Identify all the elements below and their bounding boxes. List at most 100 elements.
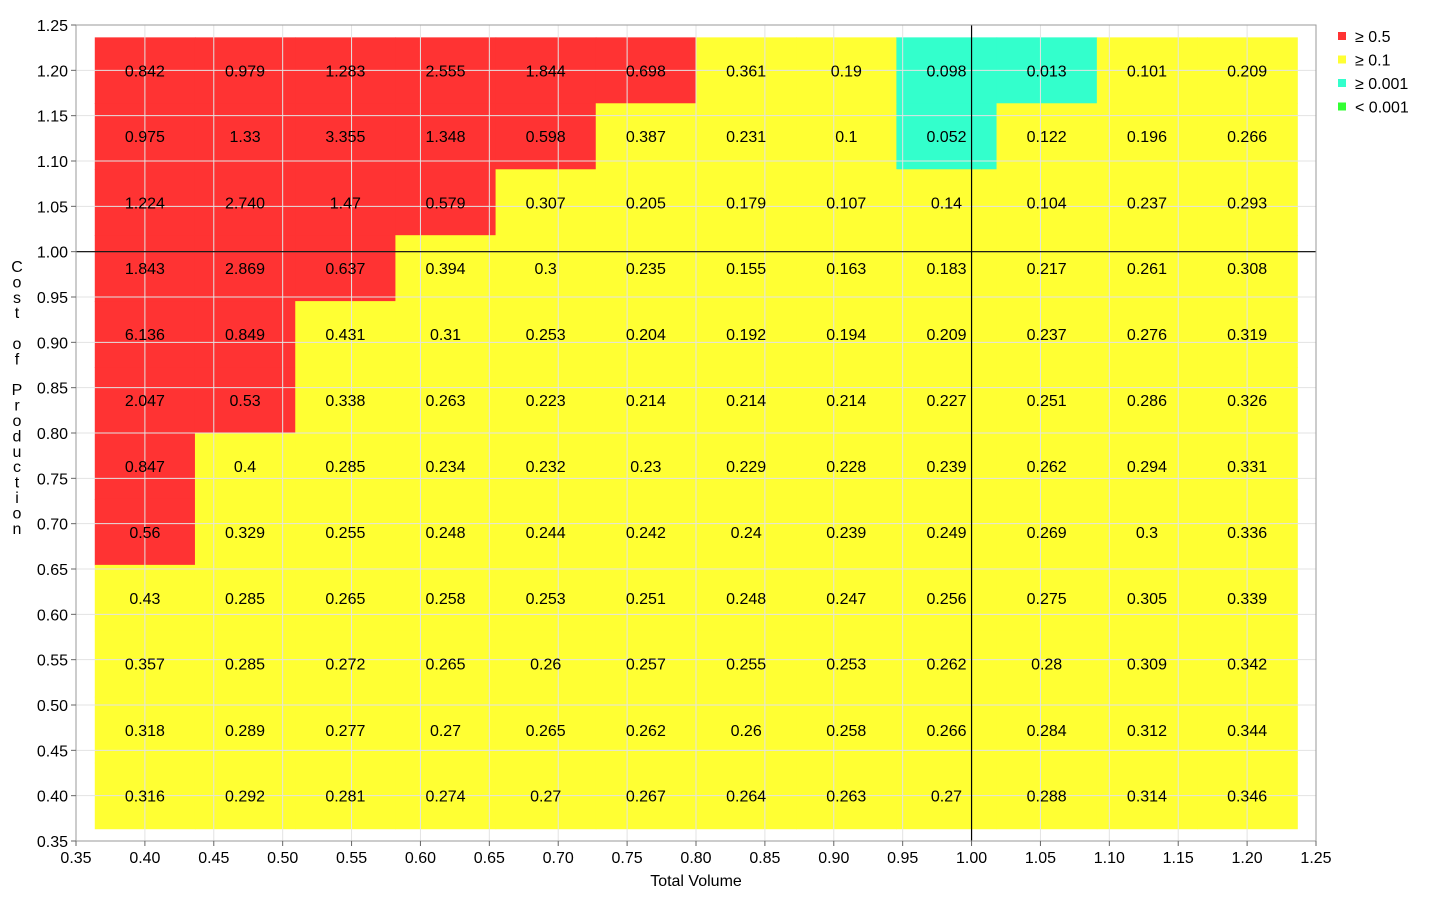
heatmap-cell: [796, 169, 898, 236]
heatmap-cell: [796, 433, 898, 500]
cell-value-label: 0.342: [1227, 657, 1267, 674]
heatmap-cell: [495, 169, 597, 236]
cell-value-label: 0.272: [325, 657, 365, 674]
y-tick-label: 0.55: [37, 653, 68, 670]
y-tick-label: 1.20: [37, 63, 68, 80]
cell-value-label: 0.248: [425, 525, 465, 542]
y-tick-label: 0.60: [37, 607, 68, 624]
cell-value-label: 0.261: [1127, 261, 1167, 278]
cell-value-label: 0.331: [1227, 459, 1267, 476]
cell-value-label: 0.052: [926, 129, 966, 146]
cell-value-label: 0.276: [1127, 327, 1167, 344]
cell-value-label: 0.258: [425, 591, 465, 608]
heatmap-cell: [495, 433, 597, 500]
cell-value-label: 0.263: [425, 393, 465, 410]
heatmap-cell: [495, 696, 597, 764]
cell-value-label: 1.224: [125, 195, 165, 212]
cell-value-label: 0.251: [626, 591, 666, 608]
cell-value-label: 0.357: [125, 657, 165, 674]
cell-value-label: 1.283: [325, 63, 365, 80]
cell-value-label: 0.305: [1127, 591, 1167, 608]
cell-value-label: 0.194: [826, 327, 866, 344]
cell-value-label: 0.249: [926, 525, 966, 542]
cell-value-label: 0.288: [1027, 789, 1067, 806]
heatmap-cell: [796, 498, 898, 566]
cell-value-label: 0.277: [325, 723, 365, 740]
legend-entry-label: ≥ 0.1: [1355, 53, 1391, 70]
heatmap-cell: [194, 169, 296, 236]
cell-value-label: 0.253: [526, 327, 566, 344]
cell-value-label: 0.196: [1127, 129, 1167, 146]
cell-value-label: 0.251: [1027, 393, 1067, 410]
cell-value-label: 0.253: [526, 591, 566, 608]
heatmap-cell: [996, 169, 1098, 236]
heatmap-cell: [495, 564, 597, 632]
heatmap-cell: [796, 696, 898, 764]
legend-swatch: [1338, 32, 1346, 40]
cell-value-label: 0.289: [225, 723, 265, 740]
cell-value-label: 0.312: [1127, 723, 1167, 740]
heatmap-cell: [595, 498, 697, 566]
heatmap-cell: [395, 630, 497, 698]
cell-value-label: 2.047: [125, 393, 165, 410]
heatmap-cell: [696, 433, 797, 500]
cell-value-label: 0.223: [526, 393, 566, 410]
cell-value-label: 0.267: [626, 789, 666, 806]
y-tick-label: 0.35: [37, 834, 68, 851]
cell-value-label: 0.31: [430, 327, 461, 344]
heatmap-cell: [295, 235, 397, 302]
y-tick-label: 0.75: [37, 471, 68, 488]
cell-value-label: 0.214: [726, 393, 766, 410]
heatmap-cell: [996, 103, 1098, 170]
cell-value-label: 0.231: [726, 129, 766, 146]
cell-value-label: 0.183: [926, 261, 966, 278]
cell-value-label: 0.24: [731, 525, 762, 542]
heatmap-cell: [1096, 103, 1198, 170]
heatmap-cell: [595, 433, 697, 500]
x-axis-title: Total Volume: [650, 873, 742, 890]
cell-value-label: 0.214: [826, 393, 866, 410]
heatmap-cell: [194, 367, 296, 434]
cell-value-label: 0.209: [1227, 63, 1267, 80]
cell-value-label: 0.26: [530, 657, 561, 674]
heatmap-cell: [395, 367, 497, 434]
cell-value-label: 0.104: [1027, 195, 1067, 212]
legend-entry-label: ≥ 0.5: [1355, 29, 1391, 46]
heatmap-cell: [495, 103, 597, 170]
cell-value-label: 0.975: [125, 129, 165, 146]
cell-value-label: 0.849: [225, 327, 265, 344]
cell-value-label: 0.4: [234, 459, 256, 476]
y-tick-label: 0.50: [37, 698, 68, 715]
heatmap-cell: [796, 367, 898, 434]
heatmap-cell: [194, 301, 296, 368]
cell-value-label: 0.329: [225, 525, 265, 542]
cell-value-label: 0.598: [526, 129, 566, 146]
heatmap-cell: [595, 696, 697, 764]
cell-value-label: 0.286: [1127, 393, 1167, 410]
heatmap-cell: [896, 630, 998, 698]
heatmap-cell: [696, 564, 797, 632]
cell-value-label: 0.258: [826, 723, 866, 740]
cell-value-label: 0.098: [926, 63, 966, 80]
cell-value-label: 0.431: [325, 327, 365, 344]
cell-value-label: 0.264: [726, 789, 766, 806]
heatmap-cell: [696, 169, 797, 236]
cell-value-label: 0.155: [726, 261, 766, 278]
cell-value-label: 0.265: [526, 723, 566, 740]
heatmap-cell: [796, 630, 898, 698]
x-tick-label: 0.40: [129, 850, 160, 867]
x-tick-label: 0.60: [405, 850, 436, 867]
heatmap-cell: [996, 564, 1098, 632]
heatmap-cell: [395, 103, 497, 170]
cell-value-label: 0.319: [1227, 327, 1267, 344]
cell-value-label: 0.227: [926, 393, 966, 410]
heatmap-cell: [796, 103, 898, 170]
heatmap-cell: [194, 103, 296, 170]
heatmap-cell: [996, 630, 1098, 698]
heatmap-cell: [996, 367, 1098, 434]
cell-value-label: 0.255: [325, 525, 365, 542]
heatmap-cell: [295, 498, 397, 566]
cell-value-label: 0.316: [125, 789, 165, 806]
